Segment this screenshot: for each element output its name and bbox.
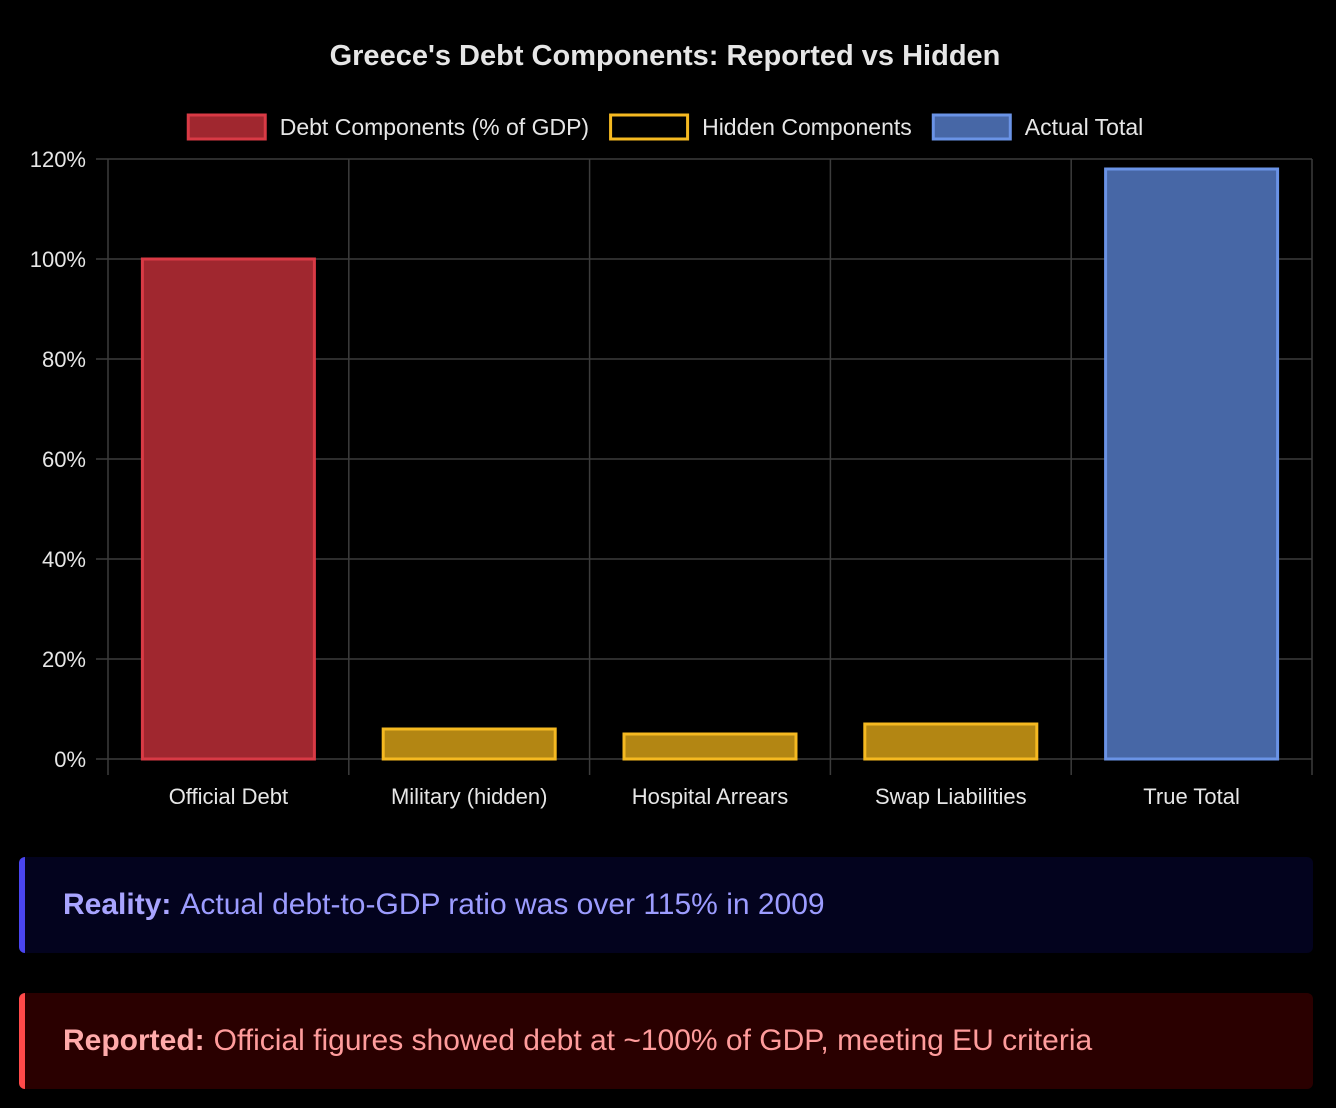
y-tick-label: 60% (42, 447, 86, 472)
bar-true-total[interactable] (1104, 167, 1280, 761)
chart-legend: Debt Components (% of GDP) Hidden Compone… (186, 113, 1143, 141)
legend-swatch-hidden (609, 113, 690, 141)
legend-label-hidden: Hidden Components (702, 114, 912, 140)
bar-chart: Greece's Debt Components: Reported vs Hi… (30, 40, 1313, 809)
y-tick-label: 20% (42, 647, 86, 672)
bar-military-hidden[interactable] (381, 727, 557, 761)
x-tick-label: Military (hidden) (391, 784, 548, 809)
legend-swatch-reported (186, 113, 267, 141)
legend-item-hidden[interactable]: Hidden Components (609, 113, 912, 141)
chart-title: Greece's Debt Components: Reported vs Hi… (330, 40, 1001, 72)
legend-label-actual: Actual Total (1025, 114, 1143, 140)
reality-callout-lead: Reality: (63, 888, 172, 921)
x-tick-label: True Total (1143, 784, 1240, 809)
reported-callout: Reported: Official figures showed debt a… (19, 993, 1313, 1089)
legend-item-actual[interactable]: Actual Total (931, 113, 1143, 141)
x-tick-label: Hospital Arrears (632, 784, 789, 809)
y-tick-label: 100% (30, 247, 86, 272)
y-tick-label: 40% (42, 547, 86, 572)
bar-swap-liabilities[interactable] (863, 722, 1039, 761)
bar-series (140, 167, 1280, 761)
legend-item-reported[interactable]: Debt Components (% of GDP) (186, 113, 589, 141)
y-tick-label: 120% (30, 147, 86, 172)
legend-swatch-actual (931, 113, 1012, 141)
reality-callout: Reality: Actual debt-to-GDP ratio was ov… (19, 857, 1313, 953)
bar-hospital-arrears[interactable] (622, 732, 798, 761)
chart-container: Greece's Debt Components: Reported vs Hi… (30, 40, 1313, 809)
y-tick-label: 80% (42, 347, 86, 372)
reported-callout-text: Official figures showed debt at ~100% of… (213, 1024, 1093, 1057)
y-tick-label: 0% (54, 747, 86, 772)
y-axis: 0% 20% 40% 60% 80% 100% 120% (30, 147, 86, 772)
bar-official-debt[interactable] (140, 257, 316, 761)
legend-label-reported: Debt Components (% of GDP) (280, 114, 589, 140)
reported-callout-lead: Reported: (63, 1024, 205, 1057)
reality-callout-text: Actual debt-to-GDP ratio was over 115% i… (180, 888, 825, 921)
x-tick-label: Swap Liabilities (875, 784, 1027, 809)
x-axis: Official Debt Military (hidden) Hospital A… (169, 784, 1240, 809)
x-tick-label: Official Debt (169, 784, 288, 809)
